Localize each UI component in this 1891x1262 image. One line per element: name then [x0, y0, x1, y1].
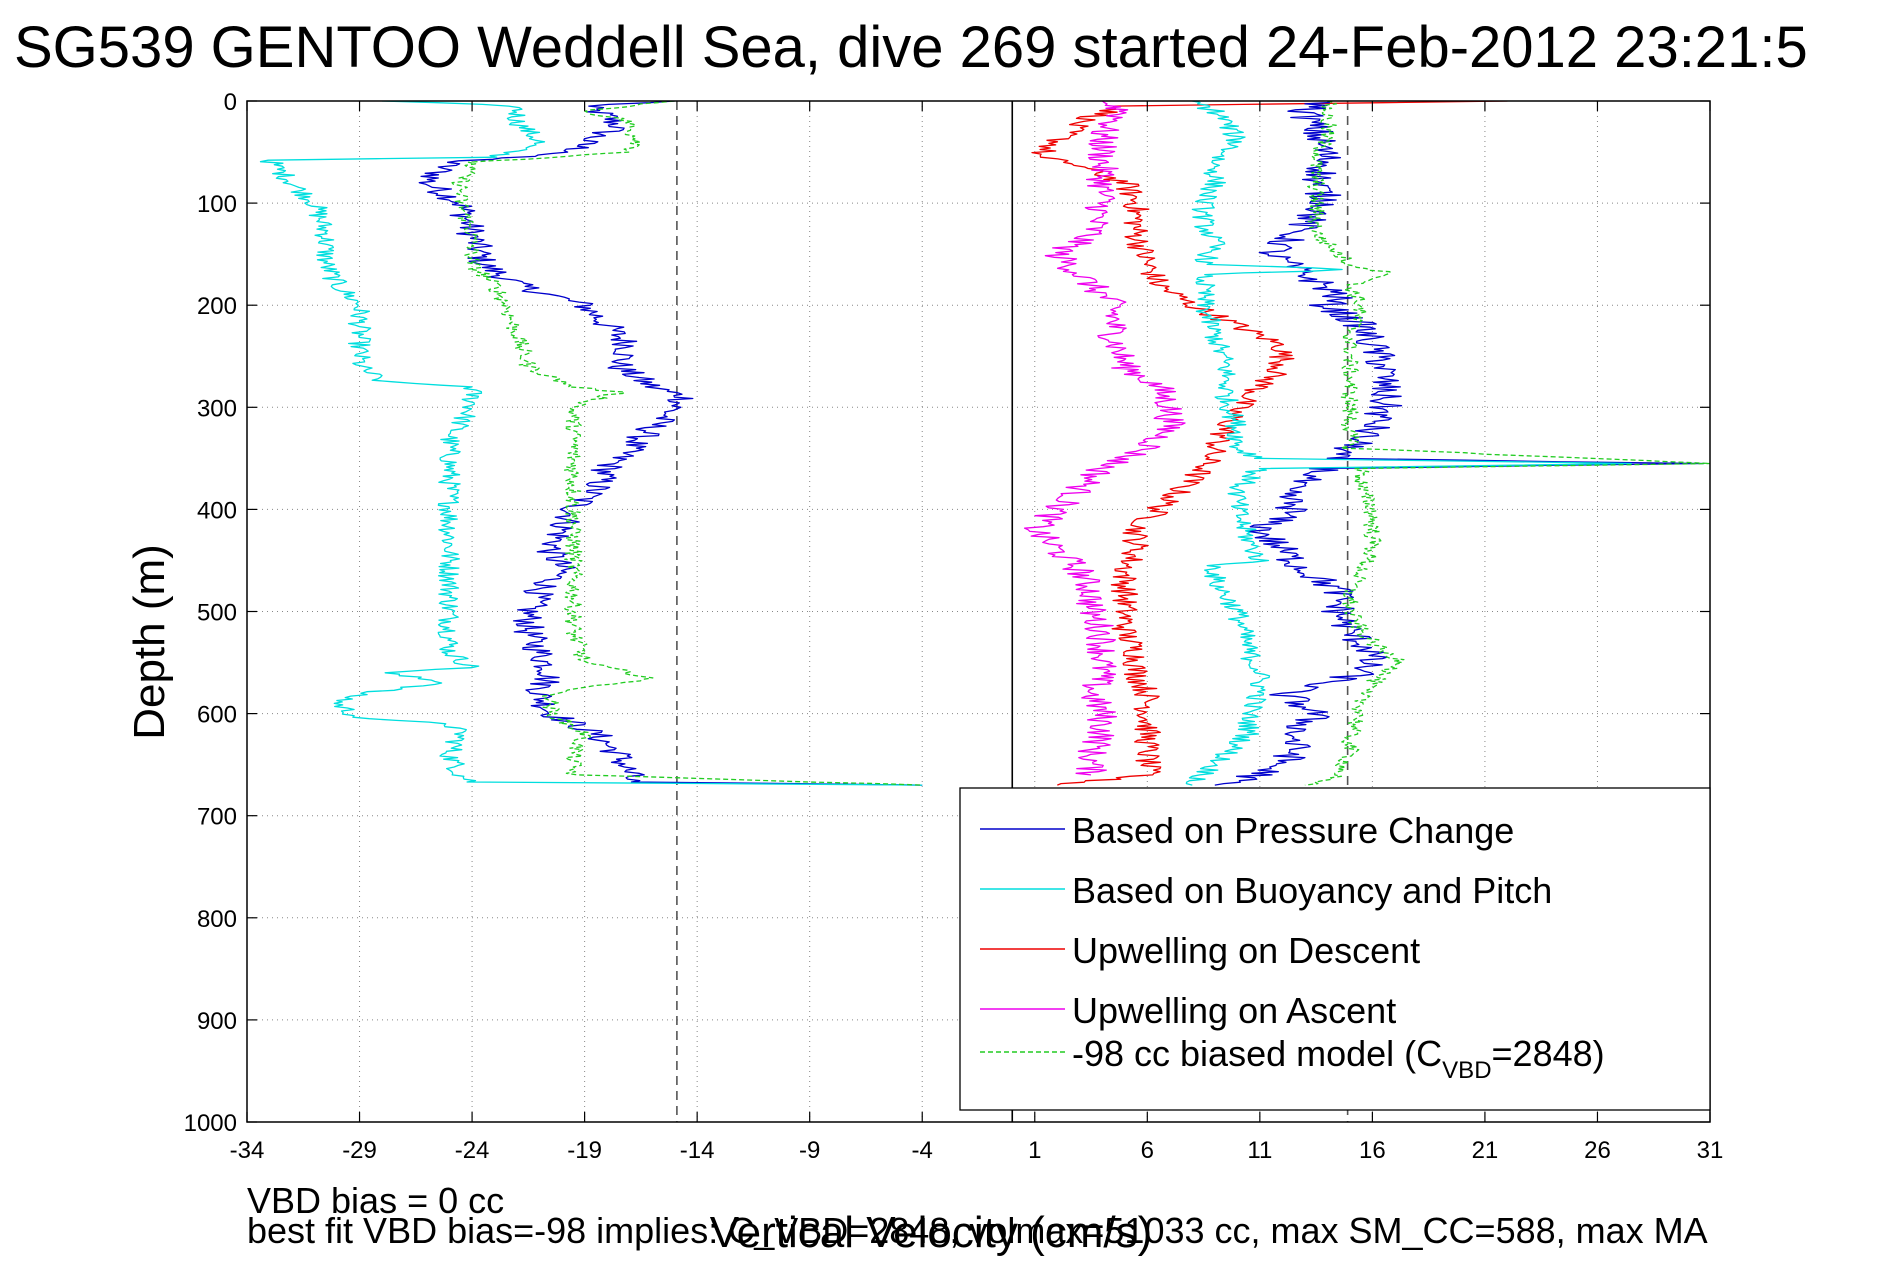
footnote-vbd-bias: VBD bias = 0 cc — [247, 1180, 505, 1221]
x-tick-label: 1 — [1028, 1137, 1041, 1164]
x-tick-label: 6 — [1141, 1137, 1154, 1164]
x-tick-label: -34 — [230, 1137, 265, 1164]
series-line-7 — [1304, 101, 1710, 786]
y-tick-label: 700 — [197, 804, 237, 831]
legend-box — [959, 787, 1711, 1111]
series-line-0 — [418, 101, 923, 786]
series-line-3 — [1023, 101, 1186, 776]
y-tick-label: 1000 — [184, 1110, 237, 1137]
chart-title: SG539 GENTOO Weddell Sea, dive 269 start… — [14, 15, 1808, 80]
x-tick-label: 11 — [1247, 1137, 1272, 1164]
legend-label: Based on Pressure Change — [1072, 810, 1514, 851]
series-line-6 — [1185, 101, 1632, 786]
x-axis-label: Vertical Velocity (cm/s) — [709, 1208, 1153, 1257]
legend: Based on Pressure Change Based on Buoyanc… — [959, 787, 1711, 1111]
series-line-1 — [259, 101, 923, 786]
legend-label: Upwelling on Descent — [1072, 930, 1420, 971]
x-tick-label: 16 — [1359, 1137, 1386, 1164]
x-tick-label: -4 — [912, 1137, 933, 1164]
y-tick-label: 900 — [197, 1008, 237, 1035]
x-axis-ticks: -34 -29 -24 -19 -14 -9 -4 1 6 11 16 21 26 31 — [230, 101, 1724, 1164]
series-group — [259, 101, 1710, 786]
legend-label: Based on Buoyancy and Pitch — [1072, 870, 1552, 911]
y-axis-label: Depth (m) — [125, 544, 174, 740]
footnote-best-fit: best fit VBD bias=-98 implies: C_VBD=284… — [247, 1210, 1708, 1251]
x-tick-label: 26 — [1584, 1137, 1611, 1164]
legend-label: Upwelling on Ascent — [1072, 990, 1396, 1031]
x-tick-label: -14 — [680, 1137, 715, 1164]
y-tick-label: 300 — [197, 395, 237, 422]
x-tick-label: -29 — [342, 1137, 377, 1164]
x-tick-label: -19 — [567, 1137, 602, 1164]
x-tick-label: -24 — [455, 1137, 490, 1164]
x-tick-label: 21 — [1472, 1137, 1499, 1164]
y-tick-label: 0 — [224, 89, 237, 116]
legend-label: -98 cc biased model (CVBD=2848) — [1072, 1033, 1605, 1084]
x-tick-label: 31 — [1697, 1137, 1724, 1164]
series-line-2 — [1031, 101, 1508, 786]
y-tick-label: 800 — [197, 906, 237, 933]
y-tick-label: 600 — [197, 702, 237, 729]
y-tick-label: 200 — [197, 293, 237, 320]
y-axis-ticks: 0 100 200 300 400 500 600 700 800 900 1000 — [184, 89, 1710, 1137]
y-tick-label: 400 — [197, 497, 237, 524]
y-tick-label: 500 — [197, 600, 237, 627]
y-tick-label: 100 — [197, 191, 237, 218]
x-tick-label: -9 — [799, 1137, 820, 1164]
